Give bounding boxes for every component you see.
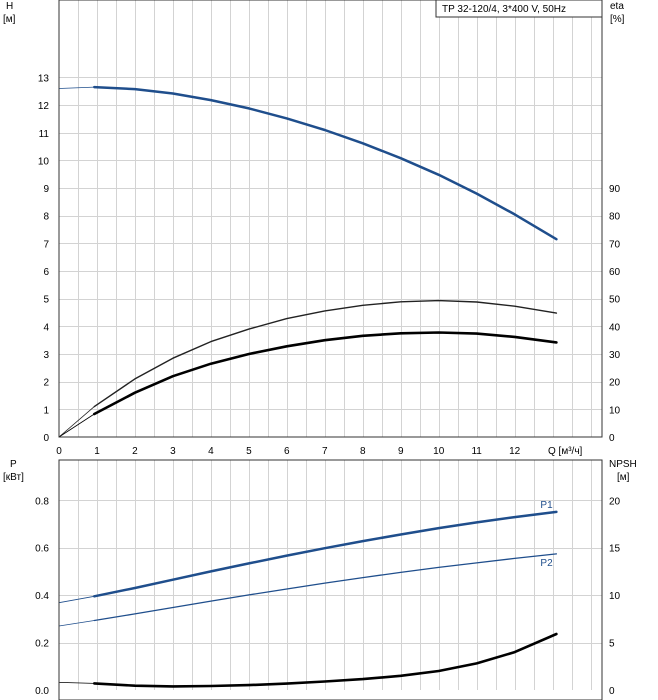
right-axis-tick-label: 0 (609, 686, 615, 697)
left-axis-tick-label: 5 (43, 295, 49, 306)
x-axis-tick-label: 0 (56, 446, 62, 457)
bottom-ticks: 0.0 0.2 0.4 0.6 0.8 0 5 10 15 20 (35, 496, 620, 697)
x-axis-tick-label: 2 (132, 446, 138, 457)
curve-0-0 (93, 85, 558, 241)
left-axis-tick-label: 1 (43, 405, 49, 416)
curve-1-1 (93, 553, 558, 622)
right-axis-tick-label: 90 (609, 184, 621, 195)
x-axis-tick-label: 5 (246, 446, 252, 457)
q-axis-label: Q [м³/ч] (548, 446, 583, 457)
curve-1-2 (93, 632, 558, 688)
left-axis-tick-label: 3 (43, 350, 49, 361)
p-axis-unit: [кВт] (3, 472, 24, 483)
p-axis-label: P (10, 459, 17, 470)
h-axis-unit: [м] (3, 14, 16, 25)
h-axis-label: H (6, 1, 13, 12)
x-axis-tick-label: 7 (322, 446, 328, 457)
right-axis-tick-label: 70 (609, 239, 621, 250)
right-axis-tick-label: 40 (609, 322, 621, 333)
x-axis-tick-label: 9 (398, 446, 404, 457)
pump-info-box (435, 0, 603, 18)
curve-0-1 (93, 299, 558, 408)
x-axis-tick-label: 1 (94, 446, 100, 457)
bottom-grid (59, 460, 602, 690)
curve-extension-0-0 (58, 86, 95, 89)
right-axis-tick-label: 0 (609, 433, 615, 444)
x-axis-tick-label: 6 (284, 446, 290, 457)
right-axis-tick-label: 50 (609, 295, 621, 306)
right-axis-tick-label: 80 (609, 212, 621, 223)
bottom-plot-frame (58, 459, 603, 700)
left-axis-tick-label: 0.0 (35, 686, 49, 697)
left-axis-tick-label: 13 (38, 73, 50, 84)
left-axis-tick-label: 4 (43, 322, 49, 333)
curve-extension-1-0 (58, 595, 95, 604)
right-axis-tick-label: 30 (609, 350, 621, 361)
top-grid (59, 0, 602, 437)
series-label-p1: P1 (540, 500, 553, 511)
left-axis-tick-label: 10 (38, 156, 50, 167)
left-axis-tick-label: 12 (38, 101, 50, 112)
pump-info-text: TP 32-120/4, 3*400 V, 50Hz (442, 4, 566, 15)
curve-1-0 (93, 510, 558, 598)
top-plot-frame (58, 0, 603, 438)
top-curves (58, 85, 558, 438)
right-axis-tick-label: 60 (609, 267, 621, 278)
curve-extension-0-2 (58, 413, 95, 438)
x-axis-tick-label: 11 (471, 446, 482, 457)
left-axis-tick-label: 8 (43, 212, 49, 223)
left-axis-tick-label: 9 (43, 184, 49, 195)
curve-extension-1-2 (58, 682, 95, 684)
right-axis-tick-label: 5 (609, 639, 615, 650)
left-axis-tick-label: 0.2 (35, 639, 49, 650)
left-axis-tick-label: 0.6 (35, 544, 49, 555)
npsh-axis-unit: [м] (617, 472, 630, 483)
right-axis-tick-label: 20 (609, 378, 621, 389)
eta-axis-label: eta (610, 1, 624, 12)
left-axis-tick-label: 2 (43, 378, 49, 389)
right-axis-tick-label: 20 (609, 496, 621, 507)
series-label-p2: P2 (540, 558, 553, 569)
eta-axis-unit: [%] (610, 14, 625, 25)
x-axis-tick-label: 12 (509, 446, 521, 457)
curve-extension-1-1 (58, 620, 95, 627)
x-axis-tick-label: 3 (170, 446, 176, 457)
chart-bottom-panel: P1 P2 0.0 0.2 0.4 0.6 0.8 0 5 10 15 20 P [кВт] NPS… (3, 459, 637, 700)
left-axis-tick-label: 11 (39, 129, 50, 140)
npsh-axis-label: NPSH (609, 459, 637, 470)
left-axis-tick-label: 6 (43, 267, 49, 278)
left-axis-tick-label: 0 (43, 433, 49, 444)
left-axis-tick-label: 0.8 (35, 496, 49, 507)
left-axis-tick-label: 7 (43, 239, 49, 250)
right-axis-tick-label: 10 (609, 591, 621, 602)
curve-0-2 (93, 331, 558, 416)
x-axis-tick-label: 10 (433, 446, 445, 457)
right-axis-tick-label: 15 (609, 544, 621, 555)
right-axis-tick-label: 10 (609, 405, 621, 416)
left-axis-tick-label: 0.4 (35, 591, 49, 602)
x-axis-tick-label: 4 (208, 446, 214, 457)
x-axis-tick-label: 8 (360, 446, 366, 457)
curve-extension-0-1 (58, 406, 95, 438)
bottom-curves: P1 P2 (58, 500, 558, 688)
